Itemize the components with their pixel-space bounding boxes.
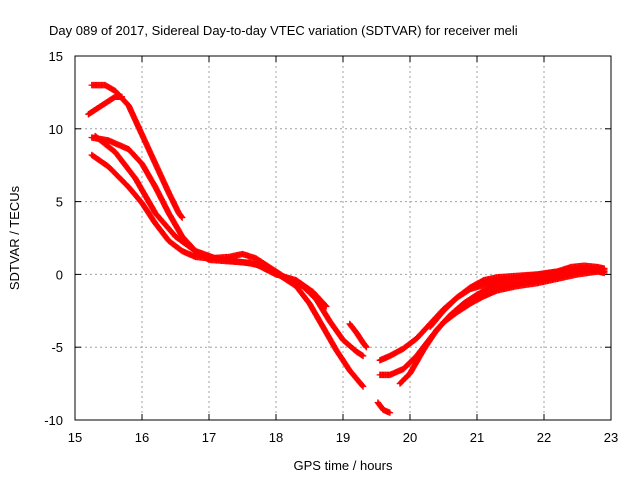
data-point xyxy=(601,266,608,274)
data-point xyxy=(118,93,126,100)
y-tick-label: -5 xyxy=(51,340,63,355)
data-point xyxy=(179,214,186,221)
x-tick-label: 15 xyxy=(68,430,82,445)
series-track-2 xyxy=(85,93,126,118)
data-point xyxy=(362,343,369,350)
data-point xyxy=(359,382,366,389)
x-tick-label: 23 xyxy=(604,430,618,445)
x-tick-label: 21 xyxy=(470,430,484,445)
chart-title: Day 089 of 2017, Sidereal Day-to-day VTE… xyxy=(49,23,518,38)
data-point xyxy=(323,303,330,310)
series-track-5 xyxy=(91,132,330,310)
series-track-6 xyxy=(346,320,370,351)
data-point xyxy=(363,344,370,351)
y-axis-label: SDTVAR / TECUs xyxy=(7,185,22,290)
series-track-1 xyxy=(88,81,186,221)
x-tick-label: 17 xyxy=(202,430,216,445)
x-axis-label: GPS time / hours xyxy=(294,458,393,473)
data-points xyxy=(85,81,608,416)
x-tick-label: 19 xyxy=(336,430,350,445)
x-tick-label: 22 xyxy=(537,430,551,445)
y-tick-label: -10 xyxy=(44,413,63,428)
data-point xyxy=(386,409,394,416)
y-tick-label: 0 xyxy=(56,267,63,282)
y-tick-label: 15 xyxy=(49,49,63,64)
x-tick-label: 16 xyxy=(135,430,149,445)
x-tick-label: 18 xyxy=(269,430,283,445)
data-point xyxy=(178,213,185,220)
series-track-11 xyxy=(426,265,608,331)
data-point xyxy=(359,352,367,360)
x-tick-label: 20 xyxy=(403,430,417,445)
data-point xyxy=(322,302,329,309)
y-tick-label: 10 xyxy=(49,122,63,137)
y-tick-label: 5 xyxy=(56,195,63,210)
data-point xyxy=(359,383,367,390)
series-track-7 xyxy=(374,399,394,416)
axis-ticks: 15 16 17 18 19 20 21 22 23 -10 -5 0 5 10 15 xyxy=(44,49,618,445)
